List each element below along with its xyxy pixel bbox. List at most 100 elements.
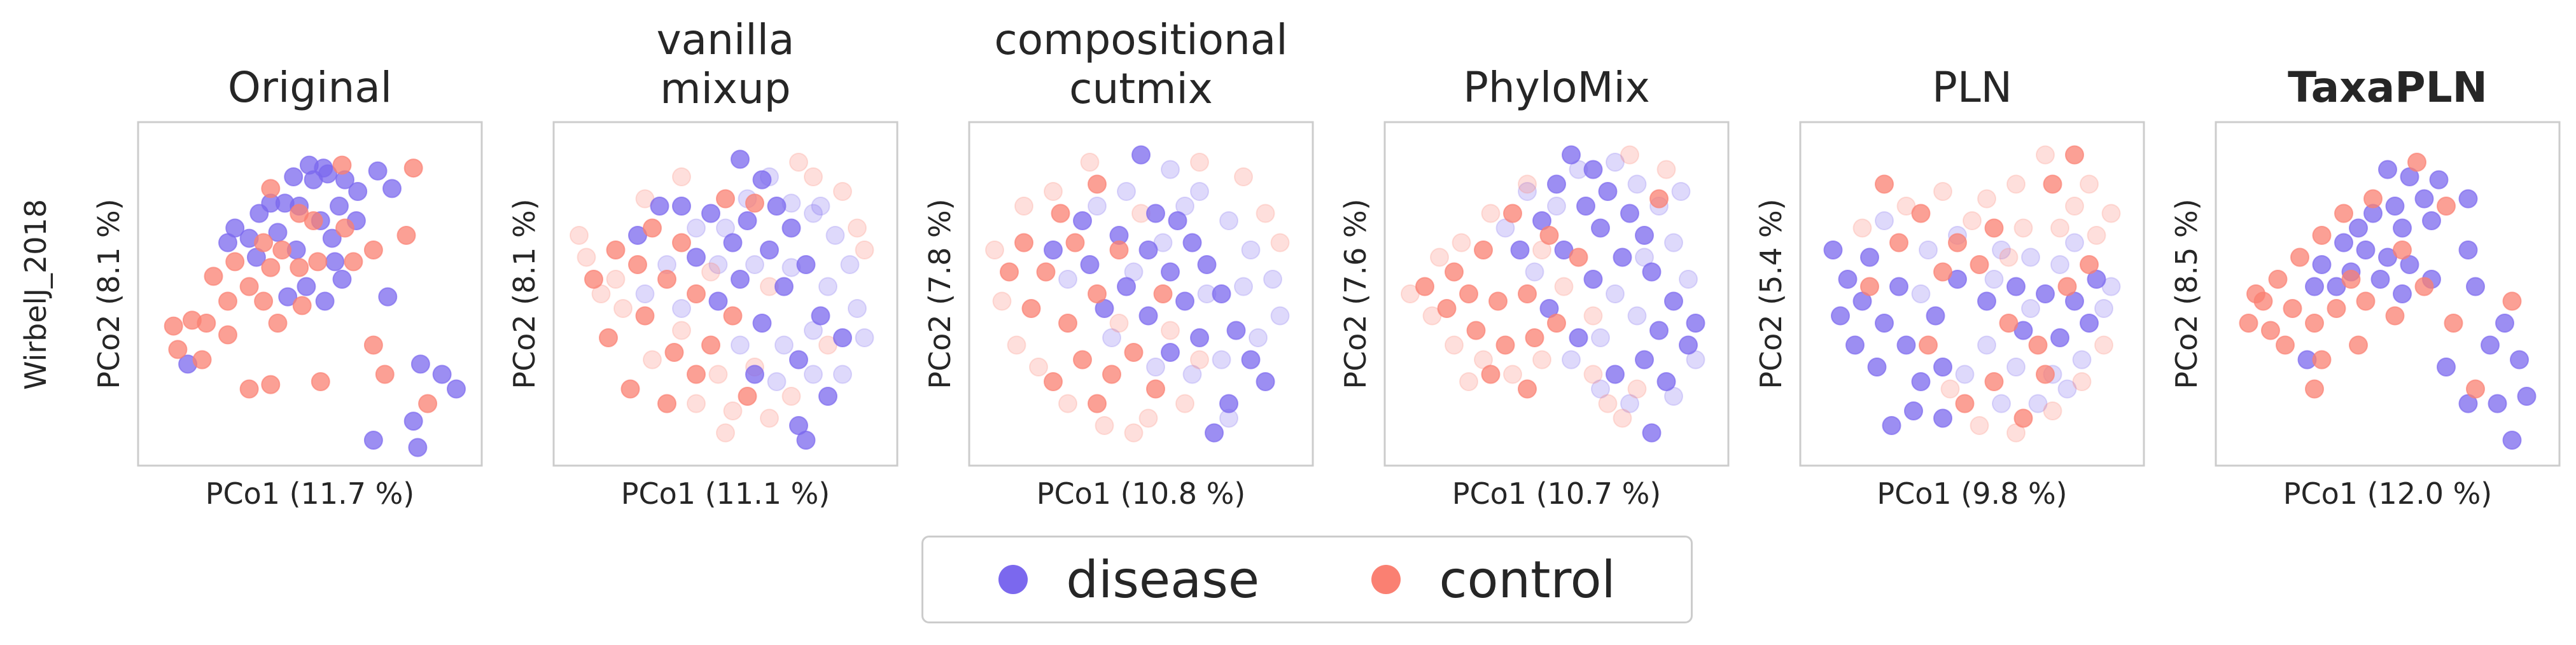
data-point-control xyxy=(2341,270,2361,289)
data-point-control xyxy=(375,364,395,384)
data-point-control xyxy=(613,299,633,318)
data-point-control xyxy=(643,350,662,370)
data-point-disease xyxy=(1562,145,1581,165)
data-point-control xyxy=(1503,364,1522,384)
data-point-disease xyxy=(1933,357,1952,377)
data-point-control xyxy=(1459,372,1478,391)
data-point-control xyxy=(1852,218,1872,238)
data-point-disease xyxy=(2385,197,2405,216)
data-point-disease xyxy=(1606,284,1625,303)
data-point-control xyxy=(268,314,288,333)
data-point-disease xyxy=(2517,387,2537,406)
data-point-control xyxy=(261,258,281,277)
data-point-disease xyxy=(1889,277,1908,296)
data-point-disease xyxy=(760,240,779,260)
data-point-control xyxy=(1955,394,1975,413)
data-point-control xyxy=(1598,394,1618,413)
panel-title: compositional xyxy=(994,15,1287,64)
data-point-control xyxy=(164,316,183,336)
data-point-control xyxy=(192,350,212,370)
data-point-disease xyxy=(1249,328,1268,347)
data-point-disease xyxy=(1613,247,1632,267)
data-point-disease xyxy=(330,197,349,216)
data-point-control xyxy=(1065,233,1085,253)
data-point-control xyxy=(2444,314,2463,333)
data-point-control xyxy=(1999,314,2019,333)
data-point-disease xyxy=(1649,321,1669,340)
data-point-disease xyxy=(1219,211,1238,230)
data-point-disease xyxy=(1547,174,1566,194)
data-point-disease xyxy=(1175,291,1194,311)
data-point-control xyxy=(1445,335,1464,355)
data-point-disease xyxy=(811,306,830,326)
data-point-control xyxy=(1554,277,1574,296)
panel-frame xyxy=(968,121,1314,467)
data-point-disease xyxy=(1882,416,1901,435)
panel-frame xyxy=(552,121,899,467)
data-point-disease xyxy=(818,387,837,406)
data-point-control xyxy=(239,277,259,296)
data-point-control xyxy=(254,233,274,253)
data-point-control xyxy=(1021,299,1041,318)
legend-marker-control xyxy=(1371,565,1401,594)
data-point-disease xyxy=(2057,379,2077,399)
data-point-disease xyxy=(2334,233,2353,253)
data-point-control xyxy=(672,321,691,340)
data-point-control xyxy=(1051,204,1070,223)
data-point-control xyxy=(1984,218,2004,238)
data-point-control xyxy=(1459,284,1478,303)
panel-title: PLN xyxy=(1932,63,2012,112)
data-point-control xyxy=(657,394,676,413)
data-point-disease xyxy=(2021,299,2040,318)
data-point-control xyxy=(1627,379,1647,399)
panel-5: PLN PCo1 (9.8 %) PCo2 (5.4 %) xyxy=(1754,63,2145,511)
data-point-control xyxy=(2466,379,2485,399)
data-point-control xyxy=(1175,394,1194,413)
data-point-disease xyxy=(2050,255,2069,274)
data-point-disease xyxy=(1510,240,1530,260)
data-point-control xyxy=(985,240,1004,260)
data-point-control xyxy=(687,364,706,384)
data-point-control xyxy=(2036,364,2055,384)
data-point-control xyxy=(1875,174,1894,194)
y-axis-label: PCo2 (8.5 %) xyxy=(2169,198,2204,389)
data-point-disease xyxy=(752,314,772,333)
data-point-control xyxy=(1948,233,1967,253)
data-point-disease xyxy=(2036,284,2055,303)
data-point-disease xyxy=(1190,182,1209,201)
data-point-disease xyxy=(745,364,764,384)
data-point-disease xyxy=(1117,277,1136,296)
data-point-disease xyxy=(796,255,816,274)
data-point-control xyxy=(1058,314,1077,333)
data-point-control xyxy=(1656,160,1676,179)
data-point-control xyxy=(2013,408,2033,428)
data-point-control xyxy=(2028,335,2048,355)
data-point-disease xyxy=(1263,270,1282,289)
data-point-control xyxy=(848,218,867,238)
data-point-control xyxy=(1518,284,1537,303)
data-point-control xyxy=(1256,204,1275,223)
data-point-disease xyxy=(687,247,706,267)
data-point-control xyxy=(1532,350,1551,370)
data-point-control xyxy=(204,267,223,286)
data-point-control xyxy=(1539,226,1559,245)
data-point-disease xyxy=(1933,408,1952,428)
data-point-control xyxy=(1889,233,1908,253)
data-point-control xyxy=(2013,218,2033,238)
y-axis-label: PCo2 (7.8 %) xyxy=(923,198,957,389)
data-point-control xyxy=(1860,277,1879,296)
data-point-disease xyxy=(635,284,655,303)
data-point-disease xyxy=(363,431,383,450)
data-point-disease xyxy=(368,161,388,181)
data-point-control xyxy=(1466,321,1486,340)
data-point-disease xyxy=(708,291,728,311)
data-point-control xyxy=(1977,189,1996,209)
row-label: WirbelJ_2018 xyxy=(18,199,53,390)
data-point-control xyxy=(2094,335,2113,355)
data-point-control xyxy=(2065,197,2084,216)
data-point-disease xyxy=(2072,350,2092,370)
data-point-control xyxy=(2080,174,2099,194)
data-point-disease xyxy=(1212,284,1231,303)
data-point-disease xyxy=(731,149,750,169)
data-point-control xyxy=(418,394,438,413)
